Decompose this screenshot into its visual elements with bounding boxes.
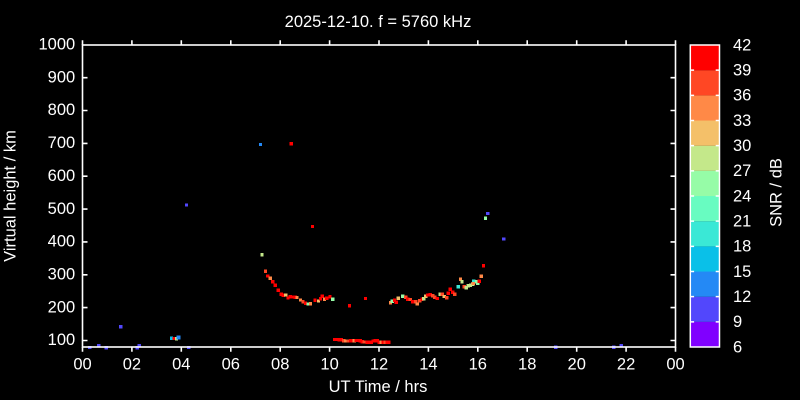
svg-text:900: 900 [48,68,76,86]
svg-text:500: 500 [48,200,76,218]
svg-text:300: 300 [48,266,76,284]
svg-text:10: 10 [320,356,338,374]
svg-text:00: 00 [666,356,684,374]
svg-text:2025-12-10. f = 5760 kHz: 2025-12-10. f = 5760 kHz [285,13,472,31]
svg-text:1000: 1000 [38,36,75,54]
svg-text:800: 800 [48,101,76,119]
svg-text:20: 20 [568,356,586,374]
svg-text:400: 400 [48,233,76,251]
svg-text:15: 15 [733,263,751,281]
svg-text:30: 30 [733,137,751,155]
svg-text:18: 18 [733,238,751,256]
svg-text:04: 04 [172,356,190,374]
svg-text:600: 600 [48,167,76,185]
svg-text:SNR / dB: SNR / dB [768,158,786,227]
svg-text:200: 200 [48,298,76,316]
svg-text:Virtual height / km: Virtual height / km [2,130,20,262]
svg-text:24: 24 [733,187,751,205]
svg-text:12: 12 [370,356,388,374]
svg-text:6: 6 [733,338,742,356]
svg-text:06: 06 [222,356,240,374]
svg-text:18: 18 [518,356,536,374]
svg-text:700: 700 [48,134,76,152]
svg-text:33: 33 [733,112,751,130]
svg-text:14: 14 [419,356,437,374]
svg-text:16: 16 [469,356,487,374]
svg-text:21: 21 [733,213,751,231]
svg-text:12: 12 [733,288,751,306]
svg-text:02: 02 [123,356,141,374]
svg-text:100: 100 [48,331,76,349]
svg-text:36: 36 [733,87,751,105]
svg-text:00: 00 [73,356,91,374]
svg-text:39: 39 [733,62,751,80]
svg-text:42: 42 [733,36,751,54]
svg-text:08: 08 [271,356,289,374]
svg-text:UT Time / hrs: UT Time / hrs [329,378,428,396]
svg-text:27: 27 [733,162,751,180]
svg-text:9: 9 [733,313,742,331]
svg-text:22: 22 [617,356,635,374]
